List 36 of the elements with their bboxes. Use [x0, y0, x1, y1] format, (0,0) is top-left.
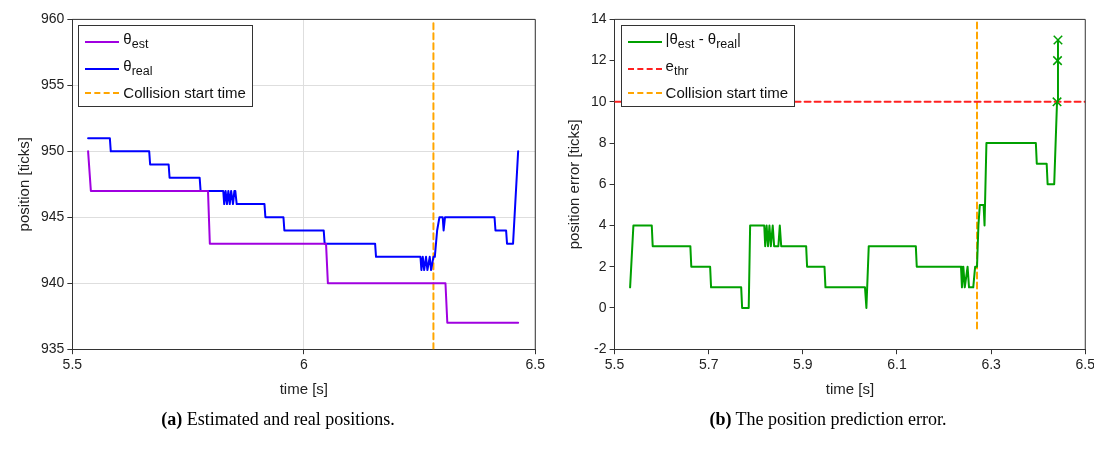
x-tick-label: 5.5	[62, 356, 83, 373]
y-tick-label: 12	[590, 51, 607, 68]
y-tick-label: 940	[41, 274, 65, 291]
y-tick-label: 0	[598, 298, 607, 315]
legend-label: Collision start time	[665, 83, 789, 104]
legend-label: θ$_{est}$	[123, 29, 149, 54]
y-tick-label: -2	[594, 340, 607, 357]
y-tick-label: 960	[41, 10, 65, 27]
y-axis-title: position error [ticks]	[565, 119, 583, 250]
y-tick-label: 8	[598, 133, 607, 150]
text: (b) The position prediction error.	[708, 409, 948, 430]
legend-label: Collision start time	[123, 83, 246, 104]
y-tick-label: 14	[590, 10, 607, 27]
y-tick-label: 950	[41, 142, 65, 159]
text: (a) Estimated and real positions.	[160, 409, 396, 430]
legend-label: θ$_{real}$	[123, 56, 153, 81]
x-tick-label: 5.7	[698, 356, 719, 373]
y-tick-label: 955	[41, 76, 65, 93]
x-tick-label: 6.1	[887, 356, 907, 373]
x-axis-title: time [s]	[279, 380, 328, 398]
y-tick-label: 935	[41, 340, 65, 357]
y-tick-label: 10	[590, 92, 607, 109]
y-axis-title: position [ticks]	[15, 137, 33, 232]
y-tick-label: 4	[598, 216, 607, 233]
y-tick-label: 6	[598, 175, 607, 192]
x-axis-title: time [s]	[825, 380, 875, 398]
y-tick-label: 2	[598, 257, 607, 274]
x-tick-label: 6.5	[1075, 356, 1094, 373]
legend-label: |θ$_{est}$ - θ$_{real}$|	[665, 29, 741, 54]
legend-label: e$_{thr}$	[665, 56, 689, 81]
x-tick-label: 6.3	[981, 356, 1002, 373]
y-tick-label: 945	[41, 208, 65, 225]
x-tick-label: 5.5	[604, 356, 625, 373]
x-tick-label: 5.9	[793, 356, 813, 373]
x-tick-label: 6.5	[525, 356, 546, 373]
x-tick-label: 6	[299, 356, 308, 373]
